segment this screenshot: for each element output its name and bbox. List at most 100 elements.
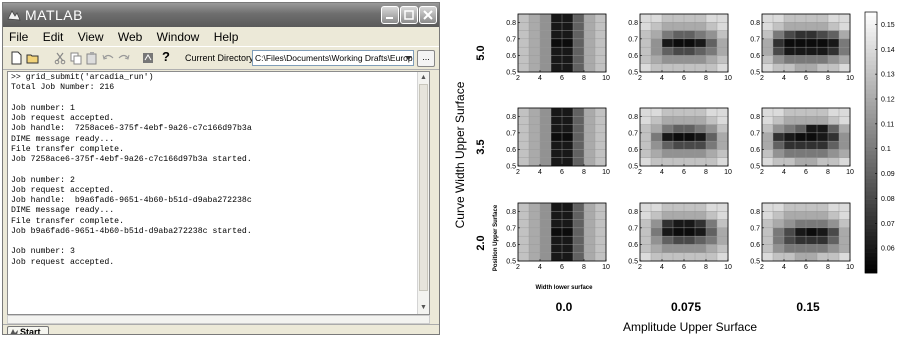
console-line	[11, 94, 416, 104]
heatmap-cell	[550, 211, 563, 220]
heatmap-cell	[539, 202, 552, 212]
x-tick-label: 6	[804, 264, 808, 271]
heatmap-cell	[528, 211, 541, 220]
heatmap-cell	[639, 149, 652, 159]
chevron-down-icon[interactable]	[404, 51, 413, 65]
heatmap-cell	[816, 46, 829, 56]
menu-help[interactable]: Help	[213, 30, 239, 44]
heatmap-cell	[583, 140, 596, 150]
colorbar-swatch	[865, 264, 877, 270]
command-window[interactable]: >> grid_submit('arcadia_run') Total Job N…	[7, 71, 430, 315]
heatmap-cell	[683, 30, 696, 40]
heatmap-cell	[672, 63, 685, 73]
heatmap-cell	[794, 132, 807, 142]
heatmap-cell	[528, 30, 541, 40]
heatmap-cell	[772, 116, 785, 125]
y-tick-label: 0.5	[750, 259, 760, 266]
y-tick-label: 0.5	[506, 70, 516, 77]
heatmap-cell	[761, 124, 774, 134]
vertical-scrollbar[interactable]: ▲ ▼	[417, 72, 429, 314]
heatmap-cell	[517, 116, 530, 125]
current-directory-field[interactable]: C:\Files\Documents\Working Drafts\Europa…	[252, 50, 414, 66]
colorbar-tick-label: 0.07	[881, 221, 895, 228]
scroll-down-icon[interactable]: ▼	[420, 304, 427, 311]
heatmap-cell	[805, 202, 818, 212]
cut-icon[interactable]	[53, 51, 67, 65]
heatmap-cell	[705, 124, 718, 134]
heatmap-cell	[583, 116, 596, 125]
close-icon	[423, 10, 433, 20]
heatmap-cell	[550, 30, 563, 40]
help-icon[interactable]: ?	[162, 49, 170, 64]
heatmap-cell	[716, 235, 729, 245]
y-tick-label: 0.6	[750, 53, 760, 60]
menu-view[interactable]: View	[77, 30, 104, 44]
heatmap-cell	[772, 227, 785, 237]
heatmap-cell	[550, 252, 563, 262]
x-tick-label: 2	[516, 169, 520, 176]
heatmap-cell	[783, 22, 796, 31]
heatmap-cell	[761, 22, 774, 31]
heatmap-cell	[772, 38, 785, 48]
y-tick-label: 0.5	[506, 164, 516, 171]
x-tick-label: 8	[582, 264, 586, 271]
heatmap-cell	[550, 46, 563, 56]
y-tick-label: 0.5	[628, 70, 638, 77]
console-line: Job b9a6fad6-9651-4b60-b51d-d9aba272238c…	[11, 226, 252, 236]
heatmap-cell	[672, 30, 685, 40]
start-label: Start	[20, 327, 41, 335]
close-button[interactable]	[419, 6, 437, 24]
heatmap-cell	[661, 235, 674, 245]
heatmap-cell	[827, 13, 840, 23]
x-tick-label: 6	[560, 264, 564, 271]
heatmap-cell	[783, 46, 796, 56]
heatmap-cell	[816, 252, 829, 262]
heatmap-cell	[639, 140, 652, 150]
matlab-window: MATLAB File Edit View Web Window Help ? …	[2, 2, 440, 335]
simulink-icon[interactable]	[141, 51, 155, 65]
heatmap-cell	[794, 107, 807, 117]
colorbar-tick-label: 0.1	[881, 146, 891, 153]
heatmap-cell	[672, 140, 685, 150]
scroll-up-icon[interactable]: ▲	[420, 74, 427, 81]
copy-icon[interactable]	[69, 51, 83, 65]
heatmap-cell	[583, 30, 596, 40]
heatmap-cell	[572, 157, 585, 167]
heatmap-cell	[561, 124, 574, 134]
heatmap-cell	[794, 140, 807, 150]
console-line: Job number: 2	[11, 175, 75, 185]
new-file-icon[interactable]	[9, 51, 23, 65]
menu-edit[interactable]: Edit	[42, 30, 64, 44]
undo-icon[interactable]	[101, 51, 115, 65]
scrollbar-thumb[interactable]	[419, 84, 428, 291]
x-tick-label: 8	[582, 75, 586, 82]
heatmap-cell	[772, 30, 785, 40]
colorbar-swatch	[865, 60, 877, 66]
heatmap-cell	[783, 63, 796, 73]
heatmap-cell	[694, 219, 707, 229]
paste-icon[interactable]	[85, 51, 99, 65]
maximize-icon	[404, 10, 414, 20]
colorbar-swatch	[865, 207, 877, 213]
menu-window[interactable]: Window	[156, 30, 200, 44]
heatmap-cell	[683, 149, 696, 159]
heatmap-cell	[827, 244, 840, 254]
menu-web[interactable]: Web	[117, 30, 143, 44]
console-line: Job request accepted.	[11, 257, 115, 267]
horizontal-scrollbar[interactable]	[7, 315, 430, 324]
heatmap-cell	[772, 157, 785, 167]
title-bar[interactable]: MATLAB	[3, 3, 439, 27]
y-tick-label: 0.8	[506, 114, 516, 121]
heatmap-cell	[672, 227, 685, 237]
colorbar-swatch	[865, 73, 877, 78]
minimize-button[interactable]	[381, 6, 399, 24]
maximize-button[interactable]	[400, 6, 418, 24]
heatmap-cell	[794, 38, 807, 48]
open-folder-icon[interactable]	[26, 51, 40, 65]
browse-directory-button[interactable]: ...	[417, 50, 435, 67]
heatmap-cell	[639, 30, 652, 40]
redo-icon[interactable]	[117, 51, 131, 65]
start-button[interactable]: Start	[7, 326, 49, 335]
menu-file[interactable]: File	[9, 30, 29, 44]
heatmap-cell	[561, 149, 574, 159]
